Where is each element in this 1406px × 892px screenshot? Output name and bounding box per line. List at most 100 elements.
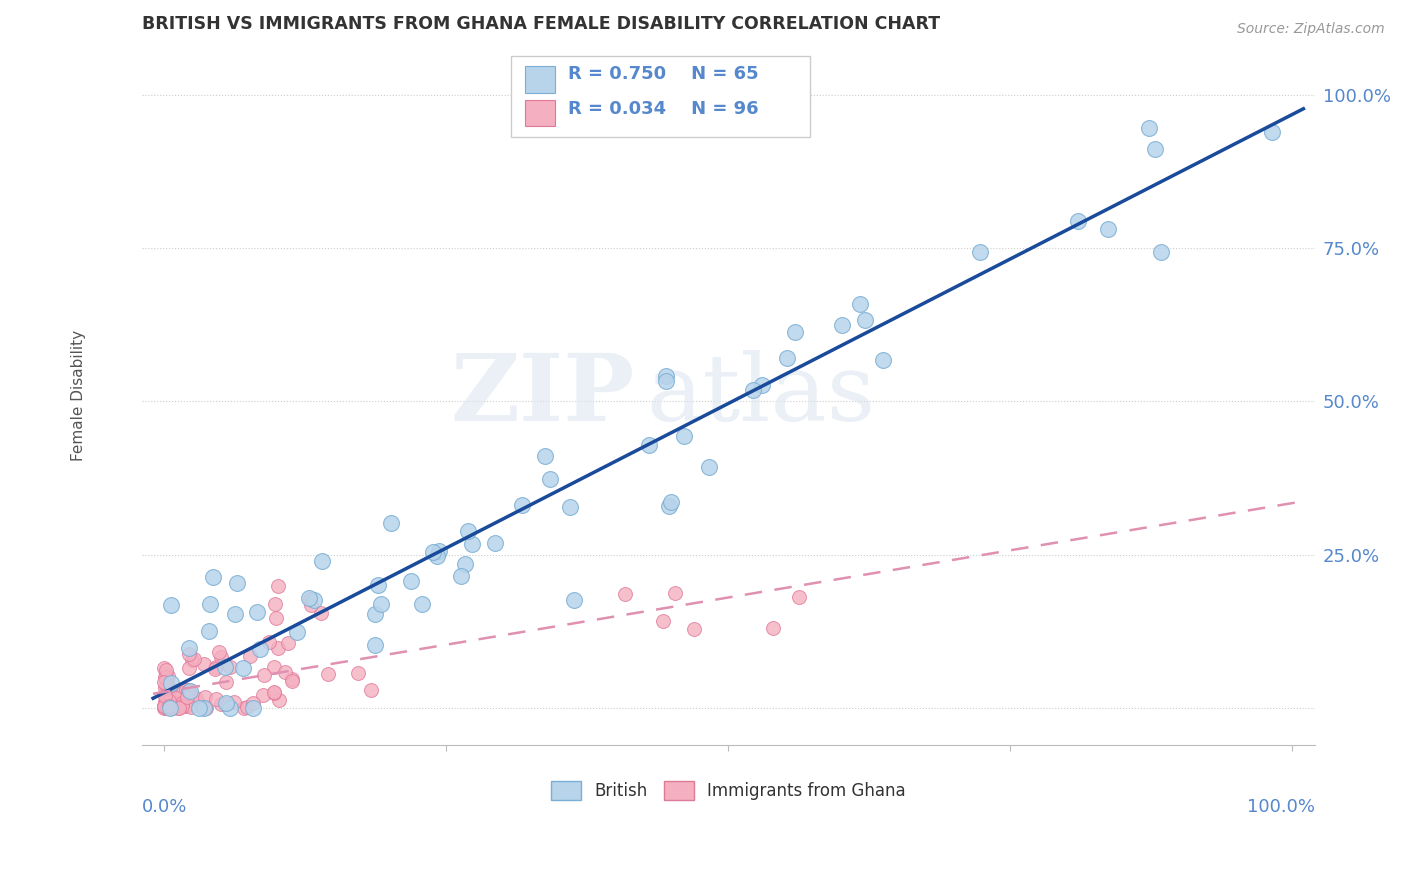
Point	[697, 459, 720, 474]
Point	[370, 597, 392, 611]
FancyBboxPatch shape	[512, 56, 810, 136]
Point	[298, 591, 321, 606]
Point	[360, 683, 382, 698]
Point	[153, 660, 176, 674]
Point	[155, 697, 177, 711]
Point	[347, 665, 370, 680]
Point	[159, 681, 181, 695]
Point	[193, 657, 215, 671]
Point	[157, 668, 180, 682]
Point	[165, 690, 187, 705]
Point	[263, 685, 285, 699]
Point	[177, 661, 200, 675]
Point	[461, 537, 484, 551]
Point	[179, 683, 201, 698]
Point	[155, 663, 177, 677]
Point	[176, 698, 198, 712]
Point	[153, 700, 176, 714]
Point	[180, 699, 202, 714]
Point	[214, 696, 236, 710]
Point	[193, 690, 215, 705]
Point	[664, 586, 686, 600]
Point	[267, 579, 290, 593]
Point	[672, 428, 695, 442]
Point	[179, 683, 201, 698]
Point	[155, 677, 177, 691]
Point	[193, 701, 215, 715]
Point	[302, 592, 325, 607]
Point	[510, 498, 533, 512]
Point	[177, 641, 200, 656]
Point	[285, 624, 308, 639]
Point	[742, 384, 765, 398]
Point	[183, 652, 205, 666]
Point	[170, 699, 193, 714]
Point	[787, 590, 810, 604]
Point	[363, 638, 385, 652]
Point	[484, 536, 506, 550]
Point	[267, 641, 290, 656]
Point	[218, 660, 240, 674]
Point	[162, 700, 184, 714]
Point	[969, 245, 991, 260]
Point	[166, 687, 188, 701]
Point	[1261, 125, 1284, 139]
Point	[233, 701, 256, 715]
Point	[155, 672, 177, 686]
Point	[1150, 244, 1173, 259]
Point	[153, 674, 176, 689]
Point	[558, 500, 581, 514]
Point	[153, 681, 176, 695]
Point	[264, 597, 287, 611]
Point	[242, 701, 264, 715]
Point	[751, 378, 773, 392]
Point	[153, 699, 176, 714]
Point	[242, 696, 264, 710]
Point	[1097, 221, 1119, 235]
Text: R = 0.034    N = 96: R = 0.034 N = 96	[568, 100, 758, 118]
Point	[155, 701, 177, 715]
Point	[153, 701, 176, 715]
Point	[427, 544, 450, 558]
Point	[239, 649, 262, 664]
Point	[153, 670, 176, 684]
Point	[534, 450, 557, 464]
Point	[159, 701, 181, 715]
Point	[655, 375, 678, 389]
Point	[153, 690, 176, 704]
Point	[218, 701, 240, 715]
Point	[160, 599, 183, 613]
Point	[153, 700, 176, 714]
Point	[426, 549, 449, 563]
Point	[1137, 120, 1160, 135]
Point	[380, 516, 402, 531]
Legend: British, Immigrants from Ghana: British, Immigrants from Ghana	[544, 774, 912, 806]
Point	[401, 574, 423, 589]
Point	[762, 621, 785, 635]
Text: atlas: atlas	[647, 351, 876, 441]
Text: 0.0%: 0.0%	[142, 797, 187, 815]
Point	[172, 696, 194, 710]
Point	[683, 622, 706, 636]
Point	[299, 599, 322, 613]
Point	[253, 668, 276, 682]
Point	[775, 351, 797, 365]
Point	[652, 614, 675, 628]
Point	[198, 624, 221, 639]
Point	[159, 694, 181, 708]
Point	[187, 697, 209, 711]
Point	[214, 660, 236, 674]
Bar	[526, 100, 554, 126]
Point	[252, 688, 274, 702]
Point	[264, 611, 287, 625]
Point	[232, 661, 254, 675]
Text: 100.0%: 100.0%	[1247, 797, 1315, 815]
Point	[186, 691, 208, 706]
Point	[450, 568, 472, 582]
Point	[155, 673, 177, 687]
Point	[208, 645, 231, 659]
Y-axis label: Female Disability: Female Disability	[72, 330, 86, 461]
Point	[204, 662, 226, 676]
Point	[222, 695, 245, 709]
Point	[831, 318, 853, 333]
